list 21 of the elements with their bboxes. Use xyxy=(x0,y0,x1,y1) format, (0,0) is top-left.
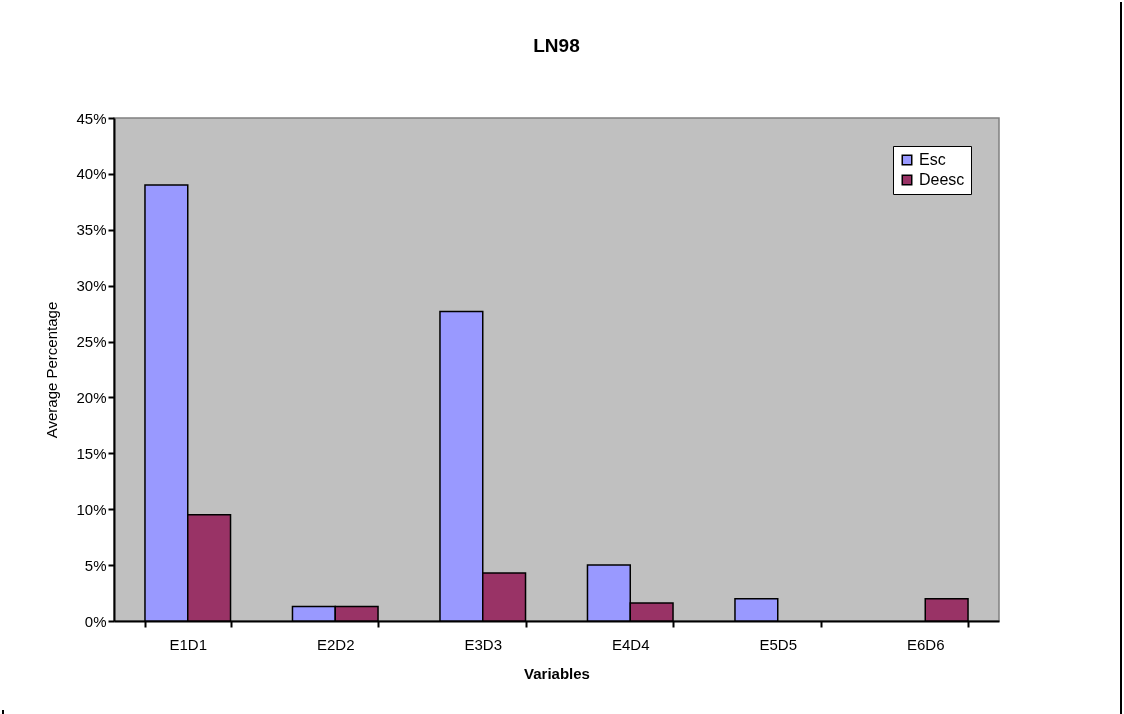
x-tick-label: E1D1 xyxy=(169,635,208,653)
y-tick-label: 35% xyxy=(76,221,107,239)
x-tick-label: E6D6 xyxy=(906,635,945,653)
legend-label: Esc xyxy=(919,151,946,168)
x-tick-label: E4D4 xyxy=(611,635,650,653)
x-tick-label: E3D3 xyxy=(464,635,503,653)
x-tick-label: E5D5 xyxy=(759,635,798,653)
y-tick-label: 15% xyxy=(76,444,107,462)
x-tick-label: E2D2 xyxy=(316,635,355,653)
y-axis-title: Average Percentage xyxy=(43,301,61,439)
chart-title: LN98 xyxy=(533,35,580,56)
y-tick-label: 30% xyxy=(76,277,107,295)
y-tick-label: 40% xyxy=(76,165,107,183)
y-tick-label: 10% xyxy=(76,500,107,518)
y-tick-label: 45% xyxy=(76,109,107,127)
y-tick-label: 0% xyxy=(84,612,107,630)
x-axis-title: Variables xyxy=(524,664,590,682)
legend-label: Deesc xyxy=(919,171,965,188)
y-tick-label: 5% xyxy=(84,556,107,574)
y-tick-label: 20% xyxy=(76,388,107,406)
y-tick-label: 25% xyxy=(76,333,107,351)
